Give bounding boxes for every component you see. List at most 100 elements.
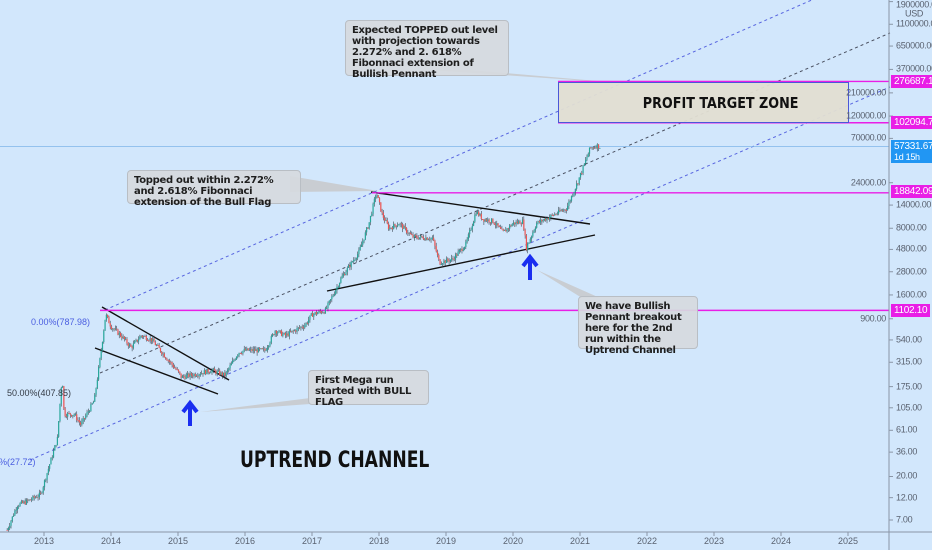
candle bbox=[244, 346, 247, 351]
candle bbox=[104, 319, 106, 331]
bar-countdown: 1d 15h bbox=[894, 152, 920, 162]
candle bbox=[380, 202, 382, 212]
candle bbox=[305, 322, 307, 327]
candle bbox=[402, 222, 404, 233]
candle bbox=[20, 499, 22, 505]
candle bbox=[572, 193, 574, 198]
candle bbox=[371, 211, 373, 217]
candle bbox=[103, 329, 105, 344]
candle bbox=[55, 444, 57, 448]
candle bbox=[474, 212, 476, 224]
candle bbox=[453, 256, 455, 262]
candle bbox=[493, 222, 495, 226]
candle bbox=[452, 255, 454, 262]
candle bbox=[74, 412, 77, 416]
candle bbox=[385, 217, 387, 222]
note-topped-out[interactable]: Topped out within 2.272% and 2.618% Fibo… bbox=[127, 170, 301, 208]
candle bbox=[494, 221, 497, 229]
fib-label-100: 0%(27.72) bbox=[0, 457, 36, 467]
candle bbox=[68, 410, 70, 415]
candle bbox=[198, 373, 200, 380]
candle bbox=[405, 227, 408, 235]
candle bbox=[328, 300, 330, 306]
candle bbox=[251, 346, 253, 354]
candle bbox=[16, 505, 19, 514]
candle bbox=[239, 352, 241, 354]
candle bbox=[336, 283, 338, 294]
candle bbox=[573, 191, 575, 197]
candle bbox=[291, 330, 293, 333]
candle bbox=[567, 202, 569, 211]
time-tick-label: 2014 bbox=[100, 536, 122, 546]
candle bbox=[118, 330, 120, 339]
candle bbox=[143, 335, 145, 339]
price-tick-label: 315.00 bbox=[896, 356, 922, 367]
candle bbox=[241, 351, 243, 355]
candle bbox=[457, 248, 459, 256]
candle bbox=[238, 352, 240, 358]
candle bbox=[237, 354, 239, 359]
candle bbox=[275, 330, 278, 337]
candle bbox=[153, 335, 155, 343]
candle bbox=[359, 244, 361, 251]
candle bbox=[527, 242, 529, 254]
note-mega-run[interactable]: First Mega run started with BULL FLAG bbox=[308, 370, 429, 408]
time-tick-label: 2019 bbox=[435, 536, 457, 546]
candle bbox=[507, 227, 509, 233]
time-tick-label: 2013 bbox=[33, 536, 55, 546]
candle bbox=[125, 336, 127, 341]
candle bbox=[49, 464, 51, 472]
candle bbox=[354, 257, 356, 262]
price-tick-label: 8000.00 bbox=[896, 222, 927, 233]
candle bbox=[425, 234, 427, 242]
candle bbox=[543, 218, 546, 222]
candle bbox=[542, 218, 544, 223]
candle bbox=[282, 331, 284, 338]
candle bbox=[183, 374, 185, 379]
fib-label-50: 50.00%(407.85) bbox=[7, 388, 72, 398]
candle bbox=[418, 237, 421, 240]
candle bbox=[390, 227, 392, 230]
current-price-badge: 57331.67 1d 15h bbox=[891, 140, 932, 163]
candle bbox=[554, 212, 556, 216]
candle bbox=[288, 329, 290, 340]
candle bbox=[225, 371, 227, 378]
candle bbox=[207, 367, 209, 375]
candle bbox=[175, 366, 177, 371]
profit-target-zone[interactable]: PROFIT TARGET ZONE bbox=[558, 82, 849, 123]
candle bbox=[445, 256, 448, 263]
candle bbox=[180, 373, 182, 380]
note-expected-top[interactable]: Expected TOPPED out level with projectio… bbox=[345, 20, 509, 80]
candle bbox=[512, 220, 515, 226]
level-badge: 102094.71 bbox=[891, 116, 932, 129]
candle bbox=[295, 329, 297, 334]
candle bbox=[409, 230, 412, 235]
candle bbox=[368, 222, 370, 230]
candle bbox=[447, 257, 449, 263]
candle bbox=[480, 211, 482, 221]
candle bbox=[83, 417, 86, 422]
candle bbox=[96, 377, 98, 390]
candle bbox=[518, 219, 520, 225]
candle bbox=[9, 522, 11, 531]
candle bbox=[189, 371, 191, 380]
candle bbox=[597, 144, 600, 151]
candle bbox=[161, 350, 163, 357]
price-tick-label: 7.00 bbox=[896, 514, 913, 525]
candle bbox=[89, 409, 91, 414]
candle bbox=[14, 509, 16, 517]
candle bbox=[270, 334, 272, 345]
candle bbox=[564, 208, 566, 214]
candle bbox=[375, 194, 377, 203]
note-bullish-pennant[interactable]: We have Bullish Pennant breakout here fo… bbox=[578, 296, 698, 356]
candle bbox=[269, 341, 271, 348]
arrow-up-icon bbox=[521, 253, 539, 280]
candle bbox=[346, 266, 348, 276]
candle bbox=[255, 346, 257, 351]
candle bbox=[213, 366, 216, 371]
fib-label-0: 0.00%(787.98) bbox=[31, 317, 91, 327]
time-tick-label: 2023 bbox=[703, 536, 725, 546]
candle bbox=[353, 257, 355, 264]
candle bbox=[396, 222, 399, 228]
candle bbox=[541, 219, 543, 225]
